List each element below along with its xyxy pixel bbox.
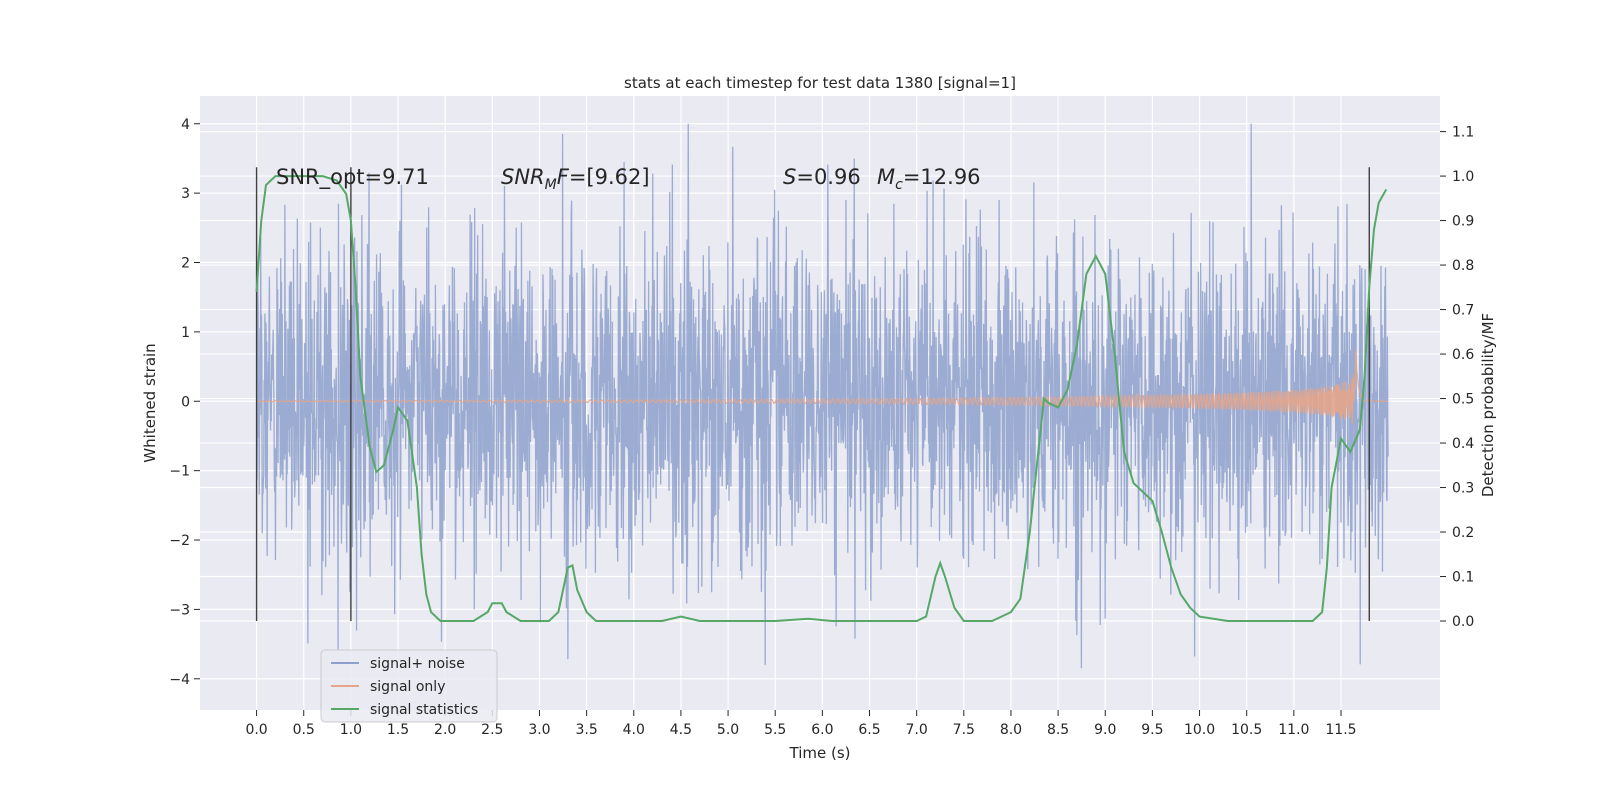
legend-label-noise: signal+ noise [370, 656, 465, 672]
annotation-mc-value: Mc=12.96 [877, 165, 981, 193]
annotation-snr-opt: SNR_opt=9.71 [276, 165, 429, 190]
x-tick-label: 3.5 [575, 722, 597, 738]
x-tick-label: 9.0 [1094, 722, 1116, 738]
legend-label-signal: signal only [370, 679, 445, 695]
signal-series [256, 349, 1389, 424]
right-tick-label: 1.0 [1452, 169, 1474, 185]
x-tick-label: 5.0 [717, 722, 739, 738]
right-tick-label: 0.7 [1452, 303, 1474, 319]
right-tick-label: 1.1 [1452, 125, 1474, 141]
y-tick-label: −1 [169, 464, 190, 480]
window-markers [255, 167, 1370, 622]
y-tick-label: 3 [181, 186, 190, 202]
x-tick-label: 4.0 [623, 722, 645, 738]
left-y-axis: 4 3 2 1 0 −1 −2 −3 −4 [169, 117, 200, 688]
right-tick-label: 0.1 [1452, 570, 1474, 586]
statistics-line [255, 175, 1388, 623]
right-tick-label: 0.6 [1452, 347, 1474, 363]
x-axis: 0.0 0.5 1.0 1.5 2.0 2.5 3.0 3.5 4.0 4.5 5.0 5.5 6.0 6… [245, 710, 1357, 738]
right-y-axis: 1.1 1.0 0.9 0.8 0.7 0.6 0.5 0.4 0.3 0.2 0.1 0.0 [1440, 125, 1474, 630]
x-tick-label: 8.5 [1047, 722, 1069, 738]
right-tick-label: 0.8 [1452, 258, 1474, 274]
y-tick-label: −4 [169, 672, 190, 688]
right-y-axis-label: Detection probability/MF [1479, 313, 1497, 497]
x-tick-label: 11.5 [1325, 722, 1356, 738]
legend-label-statistics: signal statistics [370, 702, 478, 718]
annotation-snr-mf: SNRMF=[9.62] [501, 165, 650, 193]
x-tick-label: 10.0 [1184, 722, 1215, 738]
x-tick-label: 1.0 [340, 722, 362, 738]
right-tick-label: 0.0 [1452, 614, 1474, 630]
x-tick-label: 4.5 [670, 722, 692, 738]
y-tick-label: 1 [181, 325, 190, 341]
statistics-series [255, 175, 1388, 623]
y-tick-label: −2 [169, 533, 190, 549]
y-tick-label: 0 [181, 394, 190, 410]
x-tick-label: 9.5 [1141, 722, 1163, 738]
x-tick-label: 1.5 [387, 722, 409, 738]
x-tick-label: 10.5 [1231, 722, 1262, 738]
right-tick-label: 0.4 [1452, 436, 1474, 452]
right-tick-label: 0.5 [1452, 392, 1474, 408]
x-tick-label: 0.0 [245, 722, 267, 738]
x-tick-label: 0.5 [293, 722, 315, 738]
x-tick-label: 7.0 [906, 722, 928, 738]
x-tick-label: 6.5 [858, 722, 880, 738]
legend: signal+ noise signal only signal statist… [320, 649, 498, 723]
x-tick-label: 5.5 [764, 722, 786, 738]
y-axis-label: Whitened strain [141, 343, 159, 462]
right-tick-label: 0.2 [1452, 525, 1474, 541]
signal-line [256, 349, 1389, 424]
right-tick-label: 0.9 [1452, 214, 1474, 230]
annotation-s-value: S=0.96 [783, 165, 861, 189]
x-tick-label: 11.0 [1278, 722, 1309, 738]
x-tick-label: 6.0 [811, 722, 833, 738]
y-tick-label: 4 [181, 117, 190, 133]
x-tick-label: 7.5 [953, 722, 975, 738]
x-tick-label: 3.0 [528, 722, 550, 738]
x-tick-label: 2.5 [481, 722, 503, 738]
y-tick-label: 2 [181, 256, 190, 272]
x-tick-label: 2.0 [434, 722, 456, 738]
x-axis-label: Time (s) [789, 744, 851, 762]
chart-title: stats at each timestep for test data 138… [624, 74, 1016, 92]
x-tick-label: 8.0 [1000, 722, 1022, 738]
right-tick-label: 0.3 [1452, 481, 1474, 497]
y-tick-label: −3 [169, 602, 190, 618]
